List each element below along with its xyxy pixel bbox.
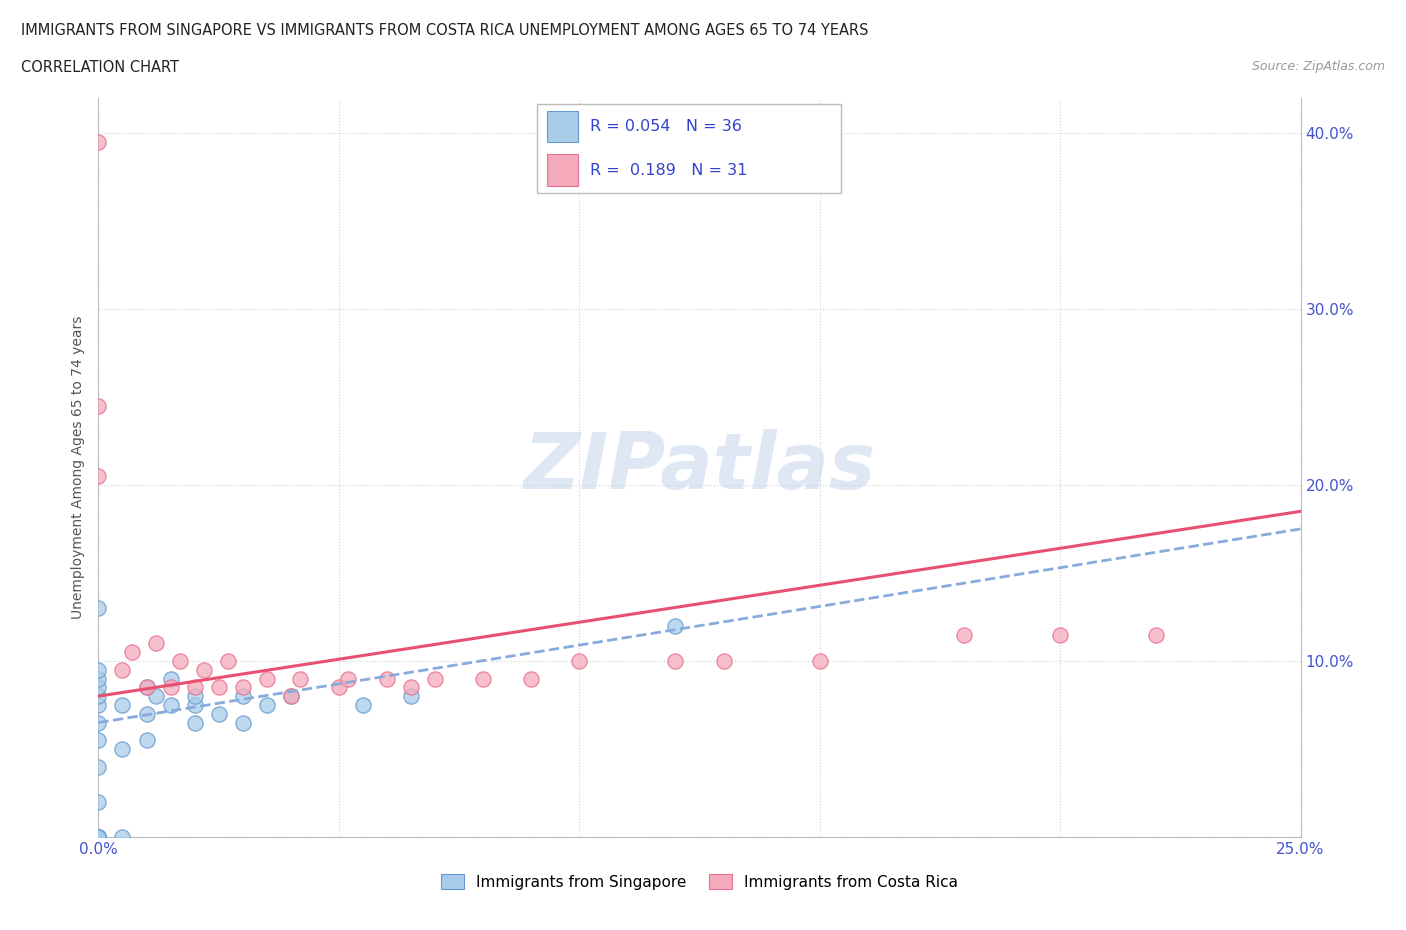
- Point: [87, 830, 110, 844]
- Point: [145, 636, 167, 651]
- Point: [808, 654, 831, 669]
- FancyBboxPatch shape: [547, 111, 578, 142]
- Point: [568, 654, 591, 669]
- Point: [953, 627, 976, 642]
- Point: [399, 689, 422, 704]
- Point: [183, 680, 205, 695]
- Point: [87, 601, 110, 616]
- Point: [87, 680, 110, 695]
- Point: [217, 654, 239, 669]
- Point: [337, 671, 360, 686]
- Text: Source: ZipAtlas.com: Source: ZipAtlas.com: [1251, 60, 1385, 73]
- Point: [664, 654, 686, 669]
- Text: R =  0.189   N = 31: R = 0.189 N = 31: [591, 163, 748, 178]
- Point: [135, 733, 157, 748]
- Point: [87, 830, 110, 844]
- Point: [375, 671, 398, 686]
- Point: [87, 759, 110, 774]
- Point: [328, 680, 350, 695]
- Text: IMMIGRANTS FROM SINGAPORE VS IMMIGRANTS FROM COSTA RICA UNEMPLOYMENT AMONG AGES : IMMIGRANTS FROM SINGAPORE VS IMMIGRANTS …: [21, 23, 869, 38]
- Point: [159, 680, 181, 695]
- Point: [145, 689, 167, 704]
- Point: [135, 707, 157, 722]
- Point: [87, 794, 110, 809]
- Point: [111, 830, 134, 844]
- Text: CORRELATION CHART: CORRELATION CHART: [21, 60, 179, 75]
- Point: [159, 671, 181, 686]
- Point: [399, 680, 422, 695]
- Point: [183, 689, 205, 704]
- Point: [87, 830, 110, 844]
- Point: [183, 715, 205, 730]
- Point: [280, 689, 302, 704]
- Point: [232, 689, 254, 704]
- Point: [87, 715, 110, 730]
- Point: [87, 733, 110, 748]
- Point: [1049, 627, 1071, 642]
- Point: [256, 671, 278, 686]
- Point: [87, 398, 110, 413]
- Point: [1144, 627, 1167, 642]
- Point: [664, 618, 686, 633]
- Text: ZIPatlas: ZIPatlas: [523, 430, 876, 505]
- Point: [87, 698, 110, 712]
- Point: [121, 644, 143, 659]
- Legend: Immigrants from Singapore, Immigrants from Costa Rica: Immigrants from Singapore, Immigrants fr…: [434, 868, 965, 896]
- Point: [87, 830, 110, 844]
- Point: [169, 654, 191, 669]
- Point: [232, 680, 254, 695]
- Point: [423, 671, 446, 686]
- Point: [290, 671, 312, 686]
- Point: [280, 689, 302, 704]
- Point: [87, 830, 110, 844]
- Point: [87, 662, 110, 677]
- Y-axis label: Unemployment Among Ages 65 to 74 years: Unemployment Among Ages 65 to 74 years: [72, 315, 86, 619]
- Point: [87, 689, 110, 704]
- Point: [713, 654, 735, 669]
- Point: [232, 715, 254, 730]
- Point: [111, 741, 134, 756]
- Point: [87, 830, 110, 844]
- Point: [256, 698, 278, 712]
- Point: [87, 469, 110, 484]
- Point: [352, 698, 374, 712]
- Point: [111, 698, 134, 712]
- Point: [135, 680, 157, 695]
- Point: [87, 671, 110, 686]
- FancyBboxPatch shape: [537, 104, 841, 193]
- Point: [183, 698, 205, 712]
- Point: [159, 698, 181, 712]
- Point: [520, 671, 543, 686]
- Point: [111, 662, 134, 677]
- Point: [193, 662, 215, 677]
- Point: [472, 671, 495, 686]
- Point: [208, 680, 231, 695]
- FancyBboxPatch shape: [547, 154, 578, 186]
- Point: [208, 707, 231, 722]
- Text: R = 0.054   N = 36: R = 0.054 N = 36: [591, 119, 742, 134]
- Point: [135, 680, 157, 695]
- Point: [87, 134, 110, 149]
